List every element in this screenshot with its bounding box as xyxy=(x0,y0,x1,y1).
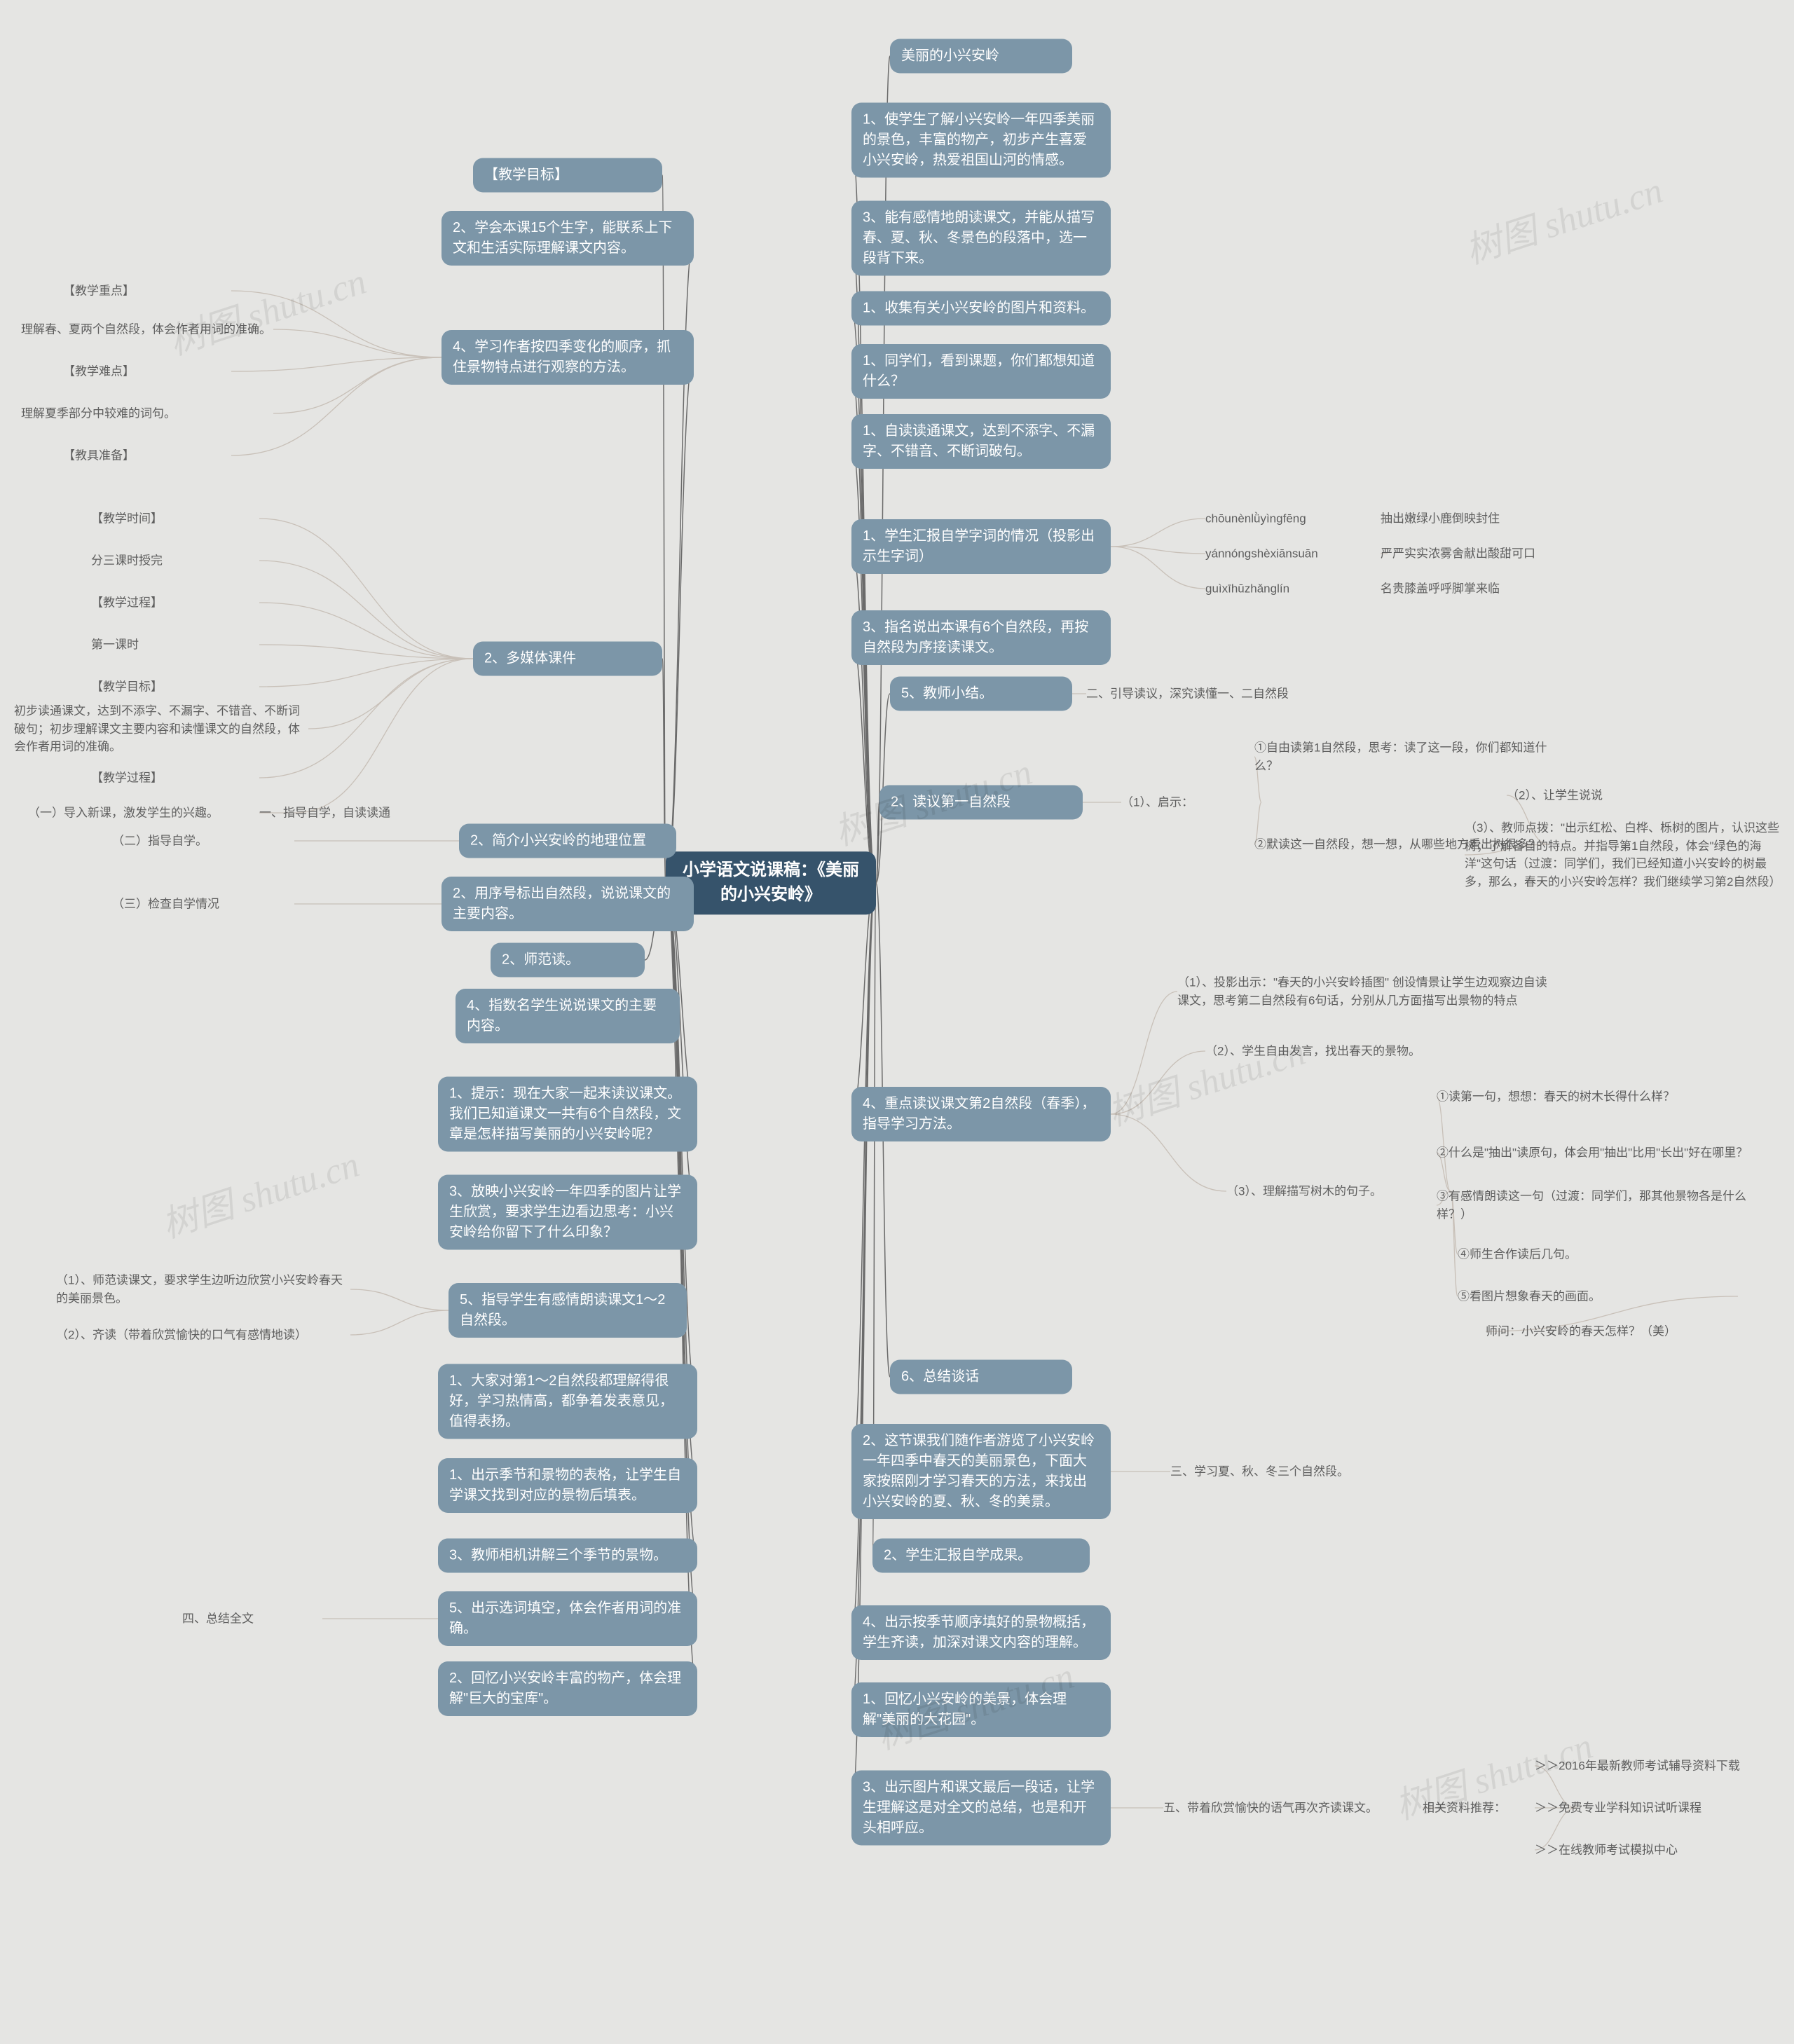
mindmap-node: 2、师范读。 xyxy=(491,943,645,978)
mindmap-node: 3、放映小兴安岭一年四季的图片让学生欣赏，要求学生边看边思考：小兴安岭给你留下了… xyxy=(438,1175,697,1250)
mindmap-node: 2、学会本课15个生字，能联系上下文和生活实际理解课文内容。 xyxy=(441,211,694,266)
mindmap-node: 3、教师相机讲解三个季节的景物。 xyxy=(438,1539,697,1573)
mindmap-leaf: chōunènlǜyìngfēng xyxy=(1205,509,1388,528)
mindmap-leaf: 一、指导自学，自读读通 xyxy=(259,804,441,822)
mindmap-leaf: ⑤看图片想象春天的画面。 xyxy=(1458,1287,1738,1305)
mindmap-root: 小学语文说课稿：《美丽的小兴安岭》 xyxy=(666,851,876,914)
mindmap-leaf: （2）、让学生说说 xyxy=(1507,786,1717,804)
mindmap-leaf: 名贵膝盖呼呼脚掌来临 xyxy=(1381,579,1605,598)
mindmap-node: 1、学生汇报自学字词的情况（投影出示生字词） xyxy=(851,519,1111,574)
mindmap-node: 2、多媒体课件 xyxy=(473,642,662,676)
mindmap-node: 1、大家对第1～2自然段都理解得很好，学习热情高，都争着发表意见，值得表扬。 xyxy=(438,1364,697,1439)
mindmap-node: 1、回忆小兴安岭的美景，体会理解"美丽的大花园"。 xyxy=(851,1682,1111,1737)
mindmap-leaf: （3）、教师点拨："出示红松、白桦、栎树的图片，认识这些树；了解各自的特点。并指… xyxy=(1465,819,1787,891)
mindmap-node: 3、出示图片和课文最后一段话，让学生理解这是对全文的总结，也是和开头相呼应。 xyxy=(851,1771,1111,1846)
mindmap-leaf: ①自由读第1自然段，思考：读了这一段，你们都知道什么？ xyxy=(1254,739,1549,775)
watermark: 树图 shutu.cn xyxy=(1100,1022,1311,1135)
mindmap-leaf: 分三课时授完 xyxy=(91,551,259,570)
mindmap-leaf: ④师生合作读后几句。 xyxy=(1458,1245,1738,1263)
mindmap-node: 2、用序号标出自然段，说说课文的主要内容。 xyxy=(441,877,694,931)
mindmap-leaf: 四、总结全文 xyxy=(182,1610,322,1628)
mindmap-node: 【教学目标】 xyxy=(473,158,662,193)
mindmap-leaf: 二、引导读议，深究读懂一、二自然段 xyxy=(1086,685,1353,703)
mindmap-leaf: 抽出嫩绿小鹿倒映封住 xyxy=(1381,509,1605,528)
watermark: 树图 shutu.cn xyxy=(1458,160,1669,273)
mindmap-leaf: （三）检查自学情况 xyxy=(112,895,294,913)
mindmap-leaf: ①读第一句，想想：春天的树木长得什么样？ xyxy=(1437,1088,1759,1106)
mindmap-leaf: ③有感情朗读这一句（过渡：同学们，那其他景物各是什么样？） xyxy=(1437,1188,1759,1223)
mindmap-leaf: ＞＞在线教师考试模拟中心 xyxy=(1535,1841,1794,1859)
mindmap-leaf: 三、学习夏、秋、冬三个自然段。 xyxy=(1170,1462,1437,1481)
mindmap-leaf: 【教学时间】 xyxy=(91,509,259,528)
mindmap-node: 2、读议第一自然段 xyxy=(879,786,1083,820)
mindmap-node: 1、使学生了解小兴安岭一年四季美丽的景色，丰富的物产，初步产生喜爱小兴安岭，热爱… xyxy=(851,103,1111,178)
mindmap-leaf: ②什么是"抽出"读原句，体会用"抽出"比用"长出"好在哪里？ xyxy=(1437,1144,1759,1162)
mindmap-canvas: 小学语文说课稿：《美丽的小兴安岭》 【教学目标】 2、学会本课15个生字，能联系上下… xyxy=(0,0,1794,2044)
mindmap-leaf: 五、带着欣赏愉快的语气再次齐读课文。 xyxy=(1163,1799,1444,1817)
mindmap-leaf: 理解春、夏两个自然段，体会作者用词的准确。 xyxy=(21,320,273,338)
mindmap-node: 3、能有感情地朗读课文，并能从描写春、夏、秋、冬景色的段落中，选一段背下来。 xyxy=(851,201,1111,276)
mindmap-node: 2、回忆小兴安岭丰富的物产，体会理解"巨大的宝库"。 xyxy=(438,1661,697,1716)
mindmap-leaf: （二）指导自学。 xyxy=(112,832,294,850)
mindmap-leaf: guìxīhūzhǎnglín xyxy=(1205,579,1388,598)
mindmap-leaf: ＞＞免费专业学科知识试听课程 xyxy=(1535,1799,1794,1817)
mindmap-leaf: 严严实实浓雾舍献出酸甜可口 xyxy=(1381,544,1605,563)
mindmap-leaf: （2）、齐读（带着欣赏愉快的口气有感情地读） xyxy=(56,1326,350,1344)
mindmap-node: 4、出示按季节顺序填好的景物概括，学生齐读，加深对课文内容的理解。 xyxy=(851,1605,1111,1660)
mindmap-node: 2、学生汇报自学成果。 xyxy=(872,1539,1090,1573)
mindmap-node: 5、出示选词填空，体会作者用词的准确。 xyxy=(438,1591,697,1646)
mindmap-node: 4、重点读议课文第2自然段（春季），指导学习方法。 xyxy=(851,1087,1111,1141)
mindmap-node: 2、这节课我们随作者游览了小兴安岭一年四季中春天的美丽景色，下面大家按照刚才学习… xyxy=(851,1424,1111,1519)
mindmap-node: 2、简介小兴安岭的地理位置 xyxy=(459,824,676,858)
mindmap-leaf: （1）、启示： xyxy=(1121,793,1261,811)
mindmap-node: 4、学习作者按四季变化的顺序，抓住景物特点进行观察的方法。 xyxy=(441,330,694,385)
mindmap-node: 1、收集有关小兴安岭的图片和资料。 xyxy=(851,291,1111,326)
mindmap-leaf: 【教学重点】 xyxy=(63,282,231,300)
mindmap-leaf: ＞＞2016年最新教师考试辅导资料下载 xyxy=(1535,1757,1794,1775)
mindmap-leaf: 【教学目标】 xyxy=(91,678,259,696)
mindmap-node: 3、指名说出本课有6个自然段，再按自然段为序接读课文。 xyxy=(851,610,1111,665)
mindmap-node: 1、自读读通课文，达到不添字、不漏字、不错音、不断词破句。 xyxy=(851,414,1111,469)
mindmap-leaf: 师问：小兴安岭的春天怎样？（美） xyxy=(1486,1322,1794,1340)
mindmap-leaf: 【教具准备】 xyxy=(63,446,231,465)
watermark: 树图 shutu.cn xyxy=(161,252,372,364)
mindmap-leaf: （3）、理解描写树木的句子。 xyxy=(1226,1182,1451,1200)
mindmap-leaf: （2）、学生自由发言，找出春天的景物。 xyxy=(1205,1042,1528,1060)
mindmap-node: 4、指数名学生说说课文的主要内容。 xyxy=(456,989,680,1043)
mindmap-leaf: 【教学难点】 xyxy=(63,362,231,380)
mindmap-leaf: 【教学过程】 xyxy=(91,594,259,612)
mindmap-leaf: 第一课时 xyxy=(91,636,259,654)
mindmap-node: 6、总结谈话 xyxy=(890,1360,1072,1394)
mindmap-leaf: （1）、师范读课文，要求学生边听边欣赏小兴安岭春天的美丽景色。 xyxy=(56,1272,350,1308)
mindmap-leaf: 初步读通课文，达到不添字、不漏字、不错音、不断词破句；初步理解课文主要内容和读懂… xyxy=(14,702,308,756)
mindmap-leaf: 理解夏季部分中较难的词句。 xyxy=(21,404,273,423)
mindmap-node: 美丽的小兴安岭 xyxy=(890,39,1072,74)
watermark: 树图 shutu.cn xyxy=(154,1134,365,1247)
mindmap-node: 5、教师小结。 xyxy=(890,677,1072,711)
mindmap-node: 1、同学们，看到课题，你们都想知道什么？ xyxy=(851,344,1111,399)
mindmap-node: 1、提示：现在大家一起来读议课文。我们已知道课文一共有6个自然段，文章是怎样描写… xyxy=(438,1077,697,1152)
mindmap-leaf: yánnóngshèxiānsuān xyxy=(1205,544,1388,563)
mindmap-leaf: （1）、投影出示："春天的小兴安岭插图" 创设情景让学生边观察边自读课文，思考第… xyxy=(1177,974,1556,1010)
mindmap-node: 1、出示季节和景物的表格，让学生自学课文找到对应的景物后填表。 xyxy=(438,1458,697,1513)
mindmap-leaf: （一）导入新课，激发学生的兴趣。 xyxy=(28,804,294,822)
mindmap-node: 5、指导学生有感情朗读课文1～2自然段。 xyxy=(448,1283,687,1338)
mindmap-leaf: 【教学过程】 xyxy=(91,769,259,787)
